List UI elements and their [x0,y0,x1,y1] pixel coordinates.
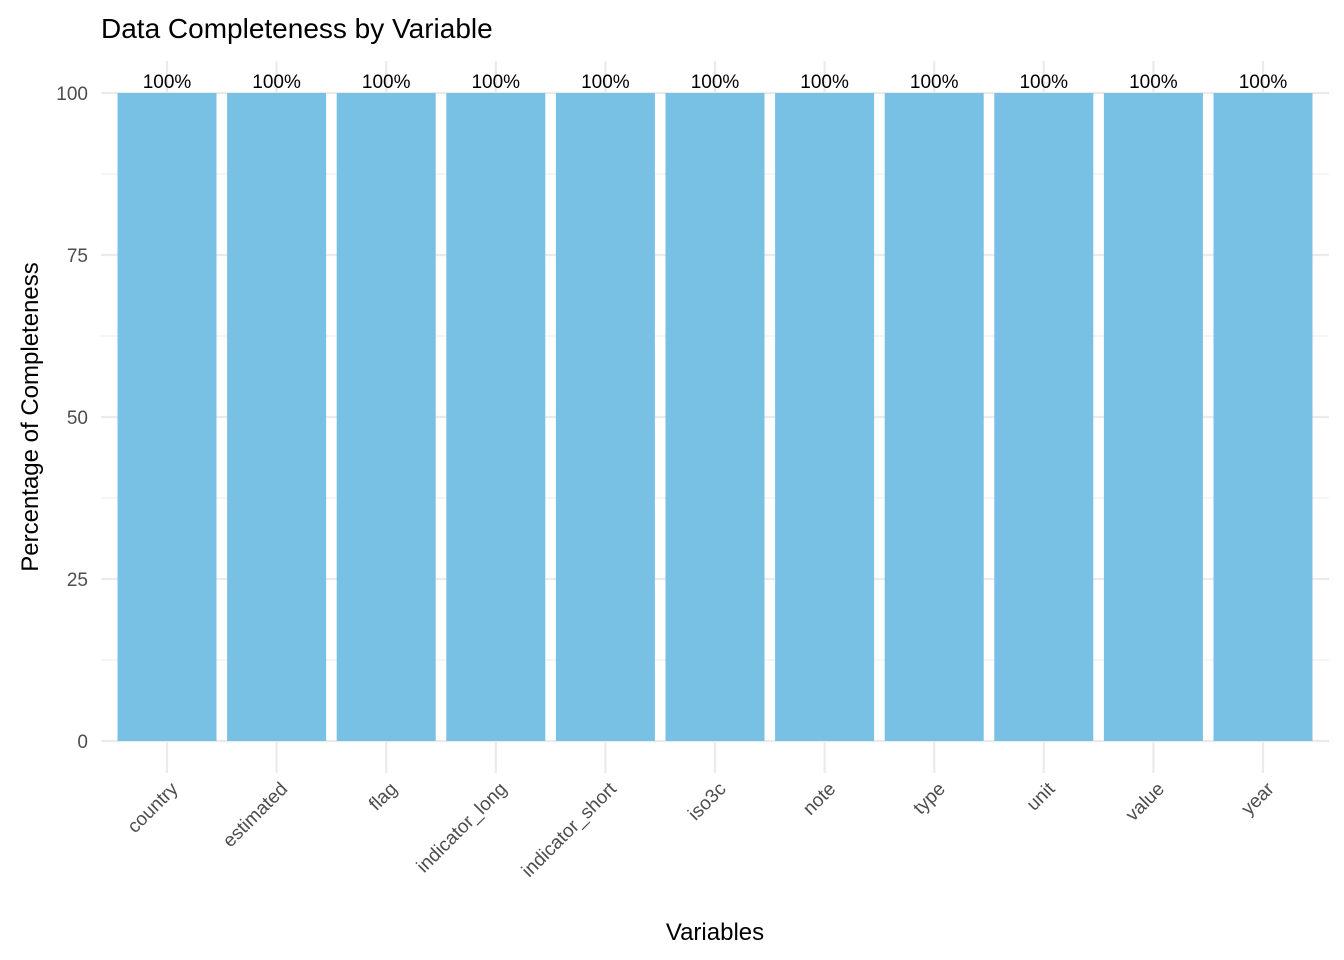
x-tick-label: value [1122,779,1169,826]
y-tick-label: 0 [77,732,88,753]
y-tick-label: 25 [67,570,88,591]
x-axis-title: Variables [666,919,764,946]
bar-country [117,93,217,741]
chart-title: Data Completeness by Variable [101,13,493,44]
x-tick-label: note [799,779,840,820]
y-tick-label: 100 [56,84,88,105]
bar-flag [336,93,436,741]
data-label-year: 100% [1239,72,1288,93]
data-label-iso3c: 100% [691,72,740,93]
bar-indicator_long [446,93,546,741]
data-label-flag: 100% [362,72,411,93]
data-label-indicator_short: 100% [581,72,630,93]
bar-value [1103,93,1203,741]
bars [117,93,1313,741]
y-tick-label: 50 [67,408,88,429]
x-tick-label: type [909,779,949,819]
x-tick-labels: country estimated flag indicator_long indica… [124,778,1279,881]
bar-year [1213,93,1313,741]
bar-indicator_short [555,93,655,741]
x-tick-label: estimated [219,779,292,852]
data-label-type: 100% [910,72,959,93]
bar-estimated [227,93,327,741]
bar-note [775,93,875,741]
data-labels: 100% 100% 100% 100% 100% 100% 100% 100% 100% 100%… [143,72,1288,93]
data-label-country: 100% [143,72,192,93]
x-tick-label: iso3c [684,779,730,825]
data-label-indicator_long: 100% [471,72,520,93]
bar-type [884,93,984,741]
data-label-unit: 100% [1019,72,1068,93]
y-tick-label: 75 [67,246,88,267]
x-tick-label: indicator_long [413,779,512,878]
x-tick-label: year [1238,778,1279,819]
data-label-estimated: 100% [252,72,301,93]
bar-iso3c [665,93,765,741]
x-tick-label: unit [1023,778,1060,815]
y-axis-title: Percentage of Completeness [17,262,44,572]
x-tick-label: country [124,778,183,837]
y-tick-labels: 0 25 50 75 100 [56,84,88,753]
data-label-note: 100% [800,72,849,93]
x-tick-label: indicator_short [518,778,621,881]
bar-unit [994,93,1094,741]
x-tick-label: flag [365,779,402,816]
data-label-value: 100% [1129,72,1178,93]
